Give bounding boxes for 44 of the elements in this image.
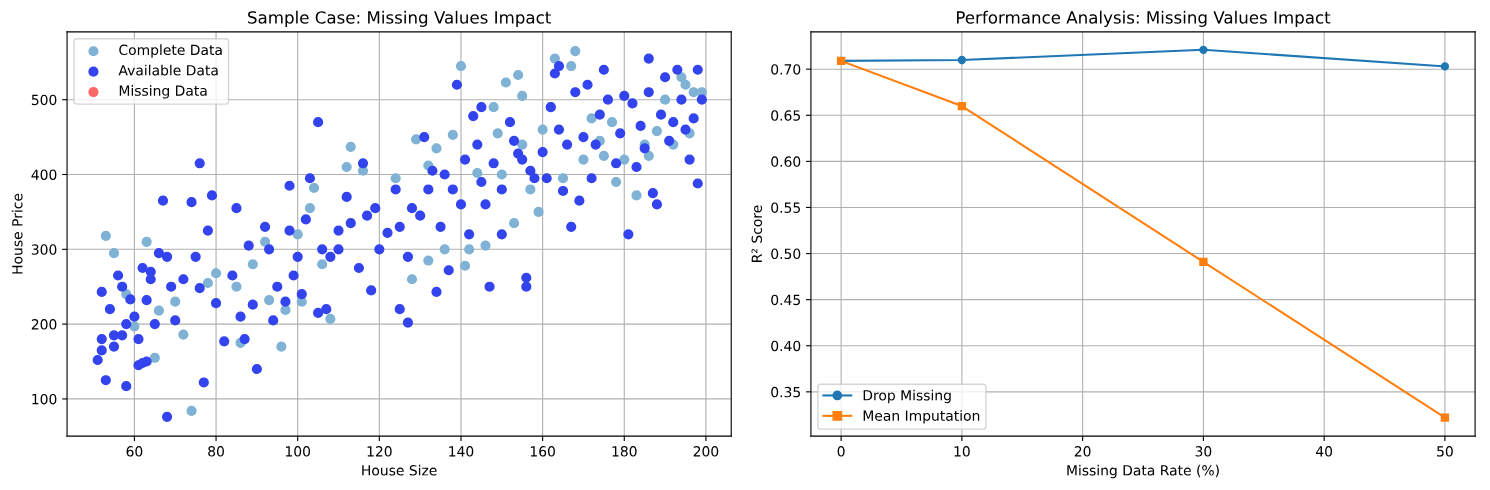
legend-label: Missing Data (119, 85, 207, 99)
x-tick-label: 0 (837, 446, 845, 457)
legend-label: Complete Data (119, 44, 222, 58)
y-axis-title: House Price (11, 193, 23, 274)
y-tick-label: 0.45 (771, 294, 800, 306)
y-tick-label: 200 (31, 319, 57, 330)
y-tick-label: 300 (31, 244, 57, 255)
x-tick-label: 180 (612, 446, 637, 457)
x-tick-label: 40 (1315, 446, 1333, 457)
x-tick-label: 20 (1074, 446, 1091, 457)
y-tick-label: 500 (31, 94, 57, 106)
y-tick-label: 0.60 (771, 156, 801, 167)
legend-label: Drop Missing (863, 389, 951, 404)
point (1440, 413, 1450, 422)
y-tick-label: 0.40 (771, 340, 801, 352)
x-tick-label: 50 (1437, 446, 1453, 457)
y-tick-label: 0.65 (771, 110, 800, 121)
legend-label: Mean Imputation (863, 410, 980, 424)
point (1199, 257, 1208, 267)
x-tick-label: 120 (367, 446, 392, 457)
legend-label: Available Data (118, 64, 218, 76)
x-tick-label: 100 (285, 446, 311, 457)
x-tick-label: 160 (530, 446, 555, 457)
y-tick-label: 0.55 (771, 202, 800, 213)
y-axis-title: R² Score (751, 205, 763, 262)
point (1199, 45, 1208, 54)
point (957, 101, 967, 111)
x-tick-label: 60 (126, 446, 143, 457)
x-tick-label: 30 (1195, 446, 1212, 457)
x-axis-title: Missing Data Rate (%) (1067, 464, 1219, 479)
x-tick-label: 80 (208, 446, 224, 457)
y-tick-label: 0.50 (771, 248, 801, 260)
point (957, 55, 967, 65)
chart-title: Sample Case: Missing Values Impact (248, 10, 551, 27)
y-tick-label: 100 (32, 393, 57, 405)
y-tick-label: 0.70 (771, 64, 801, 75)
point (1440, 62, 1450, 71)
x-axis-title: House Size (362, 464, 437, 476)
x-tick-label: 200 (693, 446, 719, 457)
chart-title: Performance Analysis: Missing Values Impact (956, 10, 1331, 27)
y-tick-label: 0.35 (771, 386, 800, 398)
y-tick-label: 400 (31, 169, 57, 180)
x-tick-label: 140 (449, 446, 474, 457)
x-tick-label: 10 (954, 446, 970, 457)
